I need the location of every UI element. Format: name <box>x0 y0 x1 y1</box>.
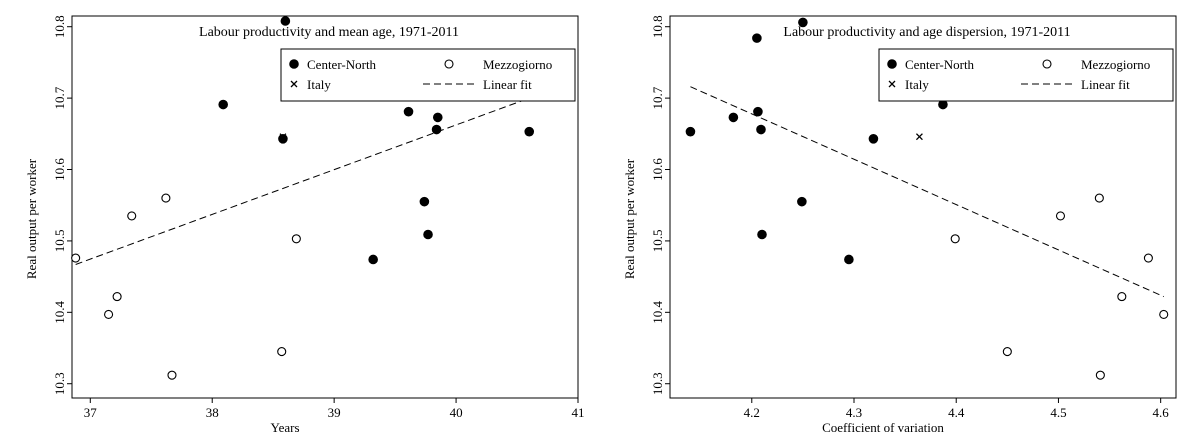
x-axis-label: Years <box>270 420 299 435</box>
mezzogiorno-point <box>950 234 960 244</box>
legend-box <box>878 48 1174 102</box>
center-north-point <box>757 229 767 240</box>
center-north-point <box>432 112 443 123</box>
x-tick-label: 41 <box>572 405 585 420</box>
mezzogiorno-point <box>277 347 287 357</box>
chart-title: Labour productivity and mean age, 1971-2… <box>199 25 459 40</box>
center-north-point <box>218 99 228 110</box>
mezzogiorno-point <box>71 253 81 263</box>
legend-center-north-marker <box>289 59 299 69</box>
mezzogiorno-point <box>161 193 171 203</box>
linear-fit-line <box>690 86 1164 298</box>
mezzogiorno-point <box>1159 309 1169 320</box>
center-north-point <box>752 33 762 43</box>
center-north-point <box>844 254 854 265</box>
x-tick-label: 4.4 <box>948 405 965 420</box>
center-north-point <box>431 124 442 135</box>
mezzogiorno-point <box>1143 253 1153 263</box>
legend-mezzogiorno-marker <box>444 59 454 69</box>
chart-title: Labour productivity and age dispersion, … <box>783 25 1070 40</box>
x-tick-label: 4.3 <box>846 405 862 420</box>
x-tick-label: 4.2 <box>744 405 760 420</box>
mezzogiorno-point <box>1094 193 1104 203</box>
legend-linear-fit-label: Linear fit <box>483 77 532 92</box>
mezzogiorno-point <box>291 234 301 244</box>
mezzogiorno-point <box>104 309 114 320</box>
y-tick-label: 10.6 <box>52 158 67 181</box>
legend-box <box>280 48 576 102</box>
legend-center-north-marker <box>887 59 897 69</box>
legend-mezzogiorno-label: Mezzogiorno <box>483 57 552 72</box>
x-tick-label: 38 <box>206 405 219 420</box>
center-north-point <box>419 196 430 207</box>
x-tick-label: 37 <box>84 405 98 420</box>
y-axis-label: Real output per worker <box>24 158 39 279</box>
legend-mezzogiorno-label: Mezzogiorno <box>1081 57 1150 72</box>
center-north-point <box>278 134 288 144</box>
y-tick-label: 10.6 <box>650 158 665 181</box>
y-tick-label: 10.7 <box>650 86 665 109</box>
y-tick-label: 10.4 <box>650 300 665 323</box>
mezzogiorno-point <box>1002 347 1012 357</box>
center-north-point <box>403 106 414 117</box>
legend-italy-marker <box>888 80 896 88</box>
italy-point <box>915 133 923 141</box>
mezzogiorno-point <box>112 292 122 302</box>
center-north-point <box>756 124 766 135</box>
center-north-point <box>753 106 763 117</box>
legend-italy-label: Italy <box>307 77 331 92</box>
y-tick-label: 10.3 <box>650 372 665 395</box>
center-north-point <box>868 134 879 144</box>
center-north-point <box>938 99 948 110</box>
y-tick-label: 10.7 <box>52 86 67 109</box>
chart-age-dispersion: Labour productivity and age dispersion, … <box>622 15 1177 435</box>
mezzogiorno-point <box>1055 211 1066 221</box>
x-tick-label: 4.5 <box>1050 405 1066 420</box>
y-tick-label: 10.5 <box>650 230 665 253</box>
center-north-point <box>423 229 433 240</box>
y-tick-label: 10.4 <box>52 300 67 323</box>
center-north-point <box>797 196 807 207</box>
center-north-point <box>368 254 378 265</box>
center-north-point <box>798 17 808 28</box>
plot-frame <box>669 15 1177 399</box>
legend-italy-marker <box>290 80 298 88</box>
center-north-point <box>280 16 291 26</box>
legend-mezzogiorno-marker <box>1042 59 1052 69</box>
y-tick-label: 10.5 <box>52 230 67 253</box>
italy-point <box>279 133 287 141</box>
mezzogiorno-point <box>1117 292 1127 302</box>
mezzogiorno-point <box>167 370 177 380</box>
x-tick-label: 39 <box>328 405 341 420</box>
legend-italy-label: Italy <box>905 77 929 92</box>
x-axis-label: Coefficient of variation <box>822 420 944 435</box>
center-north-point <box>685 126 696 137</box>
legend-linear-fit-label: Linear fit <box>1081 77 1130 92</box>
y-axis-label: Real output per worker <box>622 158 637 279</box>
y-tick-label: 10.8 <box>52 15 67 38</box>
center-north-point <box>524 126 535 137</box>
center-north-point <box>728 112 739 123</box>
plot-frame <box>71 15 579 399</box>
mezzogiorno-point <box>1095 370 1105 380</box>
chart-mean-age: Labour productivity and mean age, 1971-2… <box>24 15 585 435</box>
linear-fit-line <box>75 97 530 265</box>
y-tick-label: 10.3 <box>52 372 67 395</box>
y-tick-label: 10.8 <box>650 15 665 38</box>
legend-center-north-label: Center-North <box>905 57 975 72</box>
legend-center-north-label: Center-North <box>307 57 377 72</box>
mezzogiorno-point <box>127 211 137 221</box>
x-tick-label: 40 <box>450 405 463 420</box>
x-tick-label: 4.6 <box>1153 405 1170 420</box>
